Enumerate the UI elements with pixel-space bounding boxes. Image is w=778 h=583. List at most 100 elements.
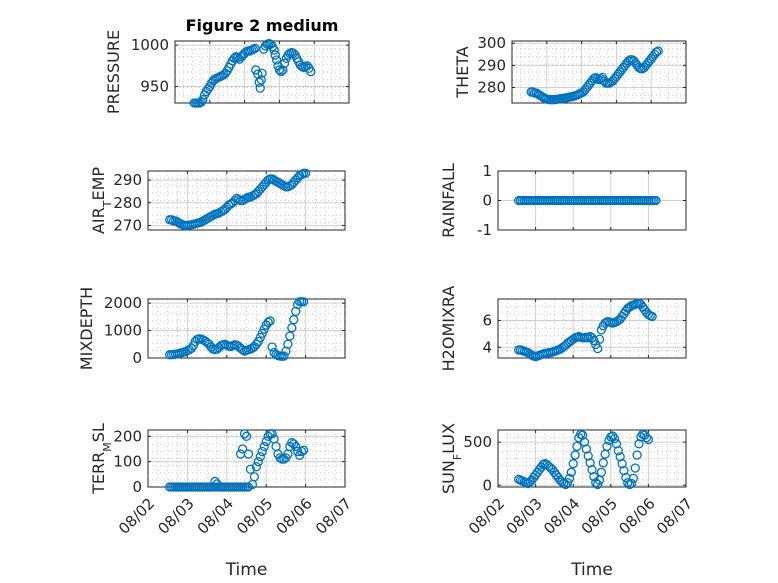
axes-frame (497, 429, 687, 488)
y-tick-label: 100 (113, 453, 142, 471)
x-tick-label: 08/05 (233, 495, 276, 538)
y-tick-label: 0 (482, 192, 492, 210)
x-axis-label: Time (225, 560, 268, 580)
data-point (579, 437, 590, 447)
data-point (641, 433, 652, 443)
data-point (611, 439, 622, 449)
data-point (596, 467, 607, 477)
data-point (257, 68, 267, 78)
data-point (267, 429, 277, 439)
y-tick-label: 1000 (131, 36, 169, 54)
y-axis-label: SUNFLUX (439, 423, 464, 494)
x-tick-label: 08/07 (653, 495, 696, 538)
axes-frame (147, 170, 346, 231)
axes-h2omixra: 4 6 H2OMIXRA (439, 286, 687, 371)
data-point (259, 441, 269, 452)
x-tick-label: 08/06 (273, 495, 316, 538)
data-point (243, 449, 254, 459)
data-point (276, 66, 286, 77)
data-point (613, 446, 623, 456)
data-point (291, 306, 301, 316)
data-point (289, 439, 299, 449)
y-tick-label: 280 (477, 79, 506, 97)
minor-grid (148, 299, 345, 358)
y-tick-label: 2000 (104, 294, 142, 312)
data-point (602, 441, 612, 452)
data-point (581, 444, 592, 454)
data-point (587, 465, 597, 475)
x-tick-label: 08/05 (578, 495, 621, 538)
data-point (210, 476, 220, 487)
y-tick-label: 300 (477, 34, 506, 52)
x-tick-label: 08/02 (115, 495, 158, 538)
axes-frame (147, 298, 346, 359)
data-point (300, 168, 311, 178)
data-point (568, 459, 578, 469)
data-point (647, 311, 657, 322)
series-terrmsl (165, 429, 309, 492)
axes-frame (497, 298, 687, 359)
data-point (626, 478, 637, 489)
x-tick-label: 08/04 (194, 495, 237, 538)
data-point (592, 479, 603, 490)
y-tick-label: 0 (132, 478, 142, 496)
data-point (237, 444, 248, 454)
data-point (653, 46, 663, 56)
data-point (297, 446, 307, 457)
y-tick-label: -1 (477, 221, 492, 239)
data-point (566, 467, 576, 477)
data-point (628, 473, 639, 484)
x-tick-label: 08/06 (615, 495, 658, 538)
data-point (269, 45, 279, 55)
minor-grid (148, 171, 345, 230)
y-tick-label: 950 (140, 77, 169, 95)
data-point (585, 458, 595, 468)
y-tick-label: 290 (477, 56, 506, 74)
data-point (279, 351, 289, 361)
data-point (166, 215, 177, 225)
data-point (257, 446, 267, 457)
data-point (298, 297, 309, 307)
series-rainfall (514, 195, 661, 206)
data-point (564, 473, 575, 484)
data-point (241, 193, 252, 203)
y-tick-label: 280 (113, 194, 142, 212)
y-tick-label: 270 (113, 216, 142, 234)
data-point (651, 47, 662, 57)
data-point (594, 334, 605, 344)
data-point (279, 58, 290, 68)
y-tick-label: 500 (463, 433, 492, 451)
axes-theta: 280 290 300 THETA (453, 34, 687, 105)
data-point (245, 464, 256, 474)
data-point (256, 75, 266, 85)
data-point (265, 316, 275, 326)
axes-rainfall: -1 0 1 RAINFALL (439, 162, 687, 239)
y-tick-label: 4 (482, 338, 492, 356)
data-point (615, 452, 625, 462)
data-point (283, 339, 293, 349)
data-point (592, 343, 603, 354)
x-tick-label: 08/03 (154, 495, 197, 538)
data-point (609, 433, 620, 444)
data-point (289, 314, 299, 325)
data-point (572, 441, 582, 452)
data-point (251, 462, 262, 472)
data-point (239, 429, 250, 439)
data-point (267, 342, 277, 352)
y-tick-label: 0 (132, 349, 142, 367)
data-point (608, 431, 618, 441)
data-point (186, 343, 196, 354)
data-point (281, 346, 291, 356)
data-point (253, 457, 263, 467)
data-point (241, 431, 252, 441)
y-axis-label: RAINFALL (439, 163, 458, 238)
data-point (287, 323, 297, 333)
data-point (249, 472, 260, 482)
series-pressure (189, 38, 316, 108)
series-mixdepth (165, 297, 309, 362)
data-point (274, 65, 285, 75)
